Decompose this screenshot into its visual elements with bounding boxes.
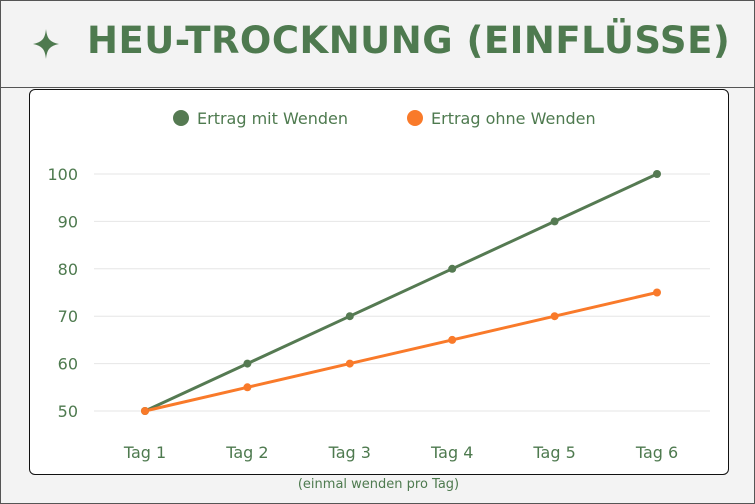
legend-marker — [173, 110, 189, 126]
data-point — [550, 217, 559, 226]
series-line — [143, 172, 659, 413]
data-point — [345, 359, 354, 368]
data-point — [141, 407, 149, 415]
data-point — [550, 312, 559, 321]
data-point — [653, 170, 661, 178]
x-tick-label: Tag 4 — [430, 443, 473, 462]
grid-lines — [94, 173, 710, 412]
header: HEU-TROCKNUNG (EINFLÜSSE) — [1, 1, 754, 88]
data-point — [448, 335, 457, 344]
y-tick-label: 80 — [58, 260, 78, 279]
x-tick-label: Tag 5 — [532, 443, 575, 462]
legend-label: Ertrag mit Wenden — [197, 109, 348, 128]
data-point — [243, 383, 252, 392]
data-point — [448, 264, 457, 273]
x-tick-label: Tag 6 — [635, 443, 678, 462]
x-tick-label: Tag 2 — [225, 443, 268, 462]
y-tick-label: 60 — [58, 355, 78, 374]
series-lines — [143, 172, 659, 413]
series-line — [143, 291, 659, 413]
x-tick-label: Tag 3 — [328, 443, 371, 462]
x-axis: Tag 1 Tag 2 Tag 3 Tag 4 Tag 5 Tag 6 — [123, 443, 678, 462]
series-points — [141, 170, 661, 415]
chart-caption: (einmal wenden pro Tag) — [297, 477, 460, 492]
data-point — [653, 288, 661, 297]
y-tick-label: 100 — [47, 165, 78, 184]
x-tick-label: Tag 1 — [123, 443, 166, 462]
sparkle-icon — [33, 29, 59, 59]
legend: Ertrag mit Wenden Ertrag ohne Wenden — [173, 109, 596, 128]
y-tick-label: 90 — [58, 212, 78, 231]
legend-label: Ertrag ohne Wenden — [431, 109, 596, 128]
y-tick-label: 70 — [58, 307, 78, 326]
data-point — [345, 312, 354, 321]
data-point — [243, 359, 252, 368]
page-title: HEU-TROCKNUNG (EINFLÜSSE) — [87, 19, 731, 62]
legend-marker — [407, 110, 423, 126]
y-axis: 50 60 70 80 90 100 — [47, 165, 78, 421]
y-tick-label: 50 — [58, 402, 78, 421]
